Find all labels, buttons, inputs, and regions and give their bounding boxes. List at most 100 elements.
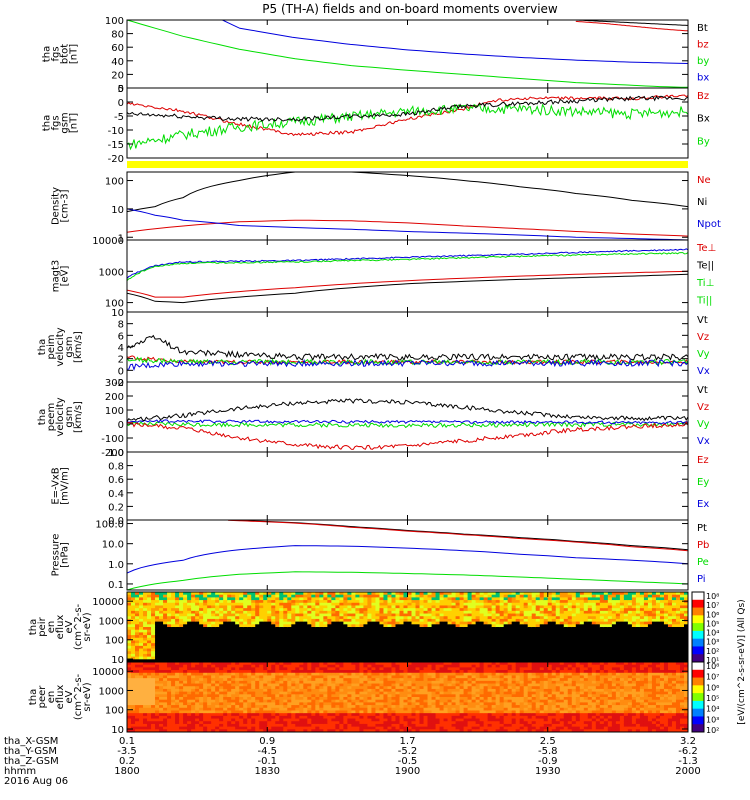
heatmap-cell	[195, 667, 200, 671]
heatmap-cell	[151, 726, 156, 730]
y-axis-label-line: tha	[37, 409, 48, 425]
heatmap-cell	[375, 597, 380, 601]
heatmap-cell	[163, 653, 168, 658]
heatmap-cell	[495, 656, 501, 660]
heatmap-cell	[263, 624, 268, 628]
heatmap-cell	[247, 721, 252, 725]
heatmap-cell	[243, 705, 248, 709]
heatmap-cell	[407, 592, 413, 596]
heatmap-cell	[499, 629, 505, 633]
heatmap-cell	[571, 592, 577, 596]
heatmap-cell	[575, 597, 581, 601]
heatmap-cell	[563, 613, 569, 617]
heatmap-cell	[247, 643, 252, 647]
heatmap-cell	[255, 713, 260, 717]
heatmap-cell	[139, 675, 144, 679]
heatmap-cell	[231, 648, 236, 652]
heatmap-cell	[407, 627, 413, 631]
legend-Vx: Vx	[697, 436, 710, 447]
heatmap-cell	[499, 653, 505, 658]
heatmap-cell	[187, 723, 192, 728]
heatmap-cell	[595, 602, 601, 606]
heatmap-cell	[291, 616, 296, 620]
heatmap-cell	[159, 670, 164, 674]
heatmap-cell	[671, 600, 677, 604]
heatmap-cell	[243, 597, 248, 601]
heatmap-cell	[203, 702, 208, 706]
heatmap-cell	[303, 624, 308, 628]
heatmap-cell	[207, 624, 212, 628]
heatmap-cell	[247, 670, 252, 674]
heatmap-cell	[519, 653, 525, 658]
heatmap-cell	[175, 618, 180, 623]
heatmap-cell	[215, 597, 220, 601]
heatmap-cell	[519, 616, 525, 620]
heatmap-cell	[315, 602, 320, 606]
heatmap-cell	[671, 637, 677, 641]
heatmap-cell	[139, 699, 144, 703]
heatmap-cell	[191, 610, 196, 615]
heatmap-cell	[179, 680, 184, 685]
heatmap-cell	[463, 602, 469, 606]
heatmap-cell	[531, 643, 537, 647]
heatmap-cell	[259, 723, 264, 728]
heatmap-cell	[195, 683, 200, 687]
heatmap-cell	[219, 726, 224, 730]
heatmap-cell	[239, 594, 244, 598]
heatmap-cell	[675, 618, 681, 623]
heatmap-cell	[375, 608, 380, 612]
heatmap-cell	[139, 651, 144, 655]
heatmap-cell	[271, 715, 276, 720]
heatmap-cell	[151, 675, 156, 679]
heatmap-cell	[243, 710, 248, 714]
heatmap-cell	[295, 627, 300, 631]
heatmap-cell	[151, 729, 156, 733]
heatmap-cell	[555, 605, 561, 609]
heatmap-cell	[155, 602, 160, 606]
heatmap-cell	[567, 610, 573, 615]
heatmap-cell	[263, 691, 268, 695]
heatmap-cell	[283, 635, 288, 639]
heatmap-cell	[375, 594, 380, 598]
heatmap-cell	[223, 707, 228, 711]
heatmap-cell	[619, 618, 625, 623]
heatmap-cell	[227, 618, 232, 623]
heatmap-cell	[263, 627, 268, 631]
heatmap-cell	[659, 618, 665, 623]
heatmap-cell	[395, 651, 400, 655]
heatmap-cell	[491, 621, 497, 625]
heatmap-cell	[223, 645, 228, 650]
heatmap-cell	[647, 605, 653, 609]
heatmap-cell	[555, 600, 561, 604]
heatmap-cell	[271, 608, 276, 612]
heatmap-cell	[563, 602, 569, 606]
heatmap-cell	[375, 637, 380, 641]
heatmap-cell	[171, 651, 176, 655]
heatmap-cell	[647, 608, 653, 612]
heatmap-cell	[147, 600, 152, 604]
heatmap-cell	[423, 613, 429, 617]
heatmap-cell	[539, 629, 545, 633]
heatmap-cell	[311, 621, 316, 625]
heatmap-cell	[131, 624, 136, 628]
heatmap-cell	[419, 602, 425, 606]
heatmap-cell	[667, 651, 673, 655]
heatmap-cell	[327, 605, 332, 609]
series-Vy	[126, 421, 689, 429]
heatmap-cell	[275, 616, 280, 620]
heatmap-cell	[571, 637, 577, 641]
heatmap-cell	[207, 678, 212, 682]
heatmap-cell	[391, 618, 396, 623]
heatmap-cell	[387, 645, 392, 650]
heatmap-cell	[423, 624, 429, 628]
heatmap-cell	[539, 648, 545, 652]
heatmap-cell	[159, 723, 164, 728]
heatmap-cell	[239, 637, 244, 641]
heatmap-cell	[147, 713, 152, 717]
heatmap-cell	[523, 645, 529, 650]
heatmap-cell	[267, 651, 272, 655]
heatmap-cell	[235, 713, 240, 717]
heatmap-cell	[251, 683, 256, 687]
heatmap-cell	[179, 600, 184, 604]
heatmap-cell	[203, 602, 208, 606]
